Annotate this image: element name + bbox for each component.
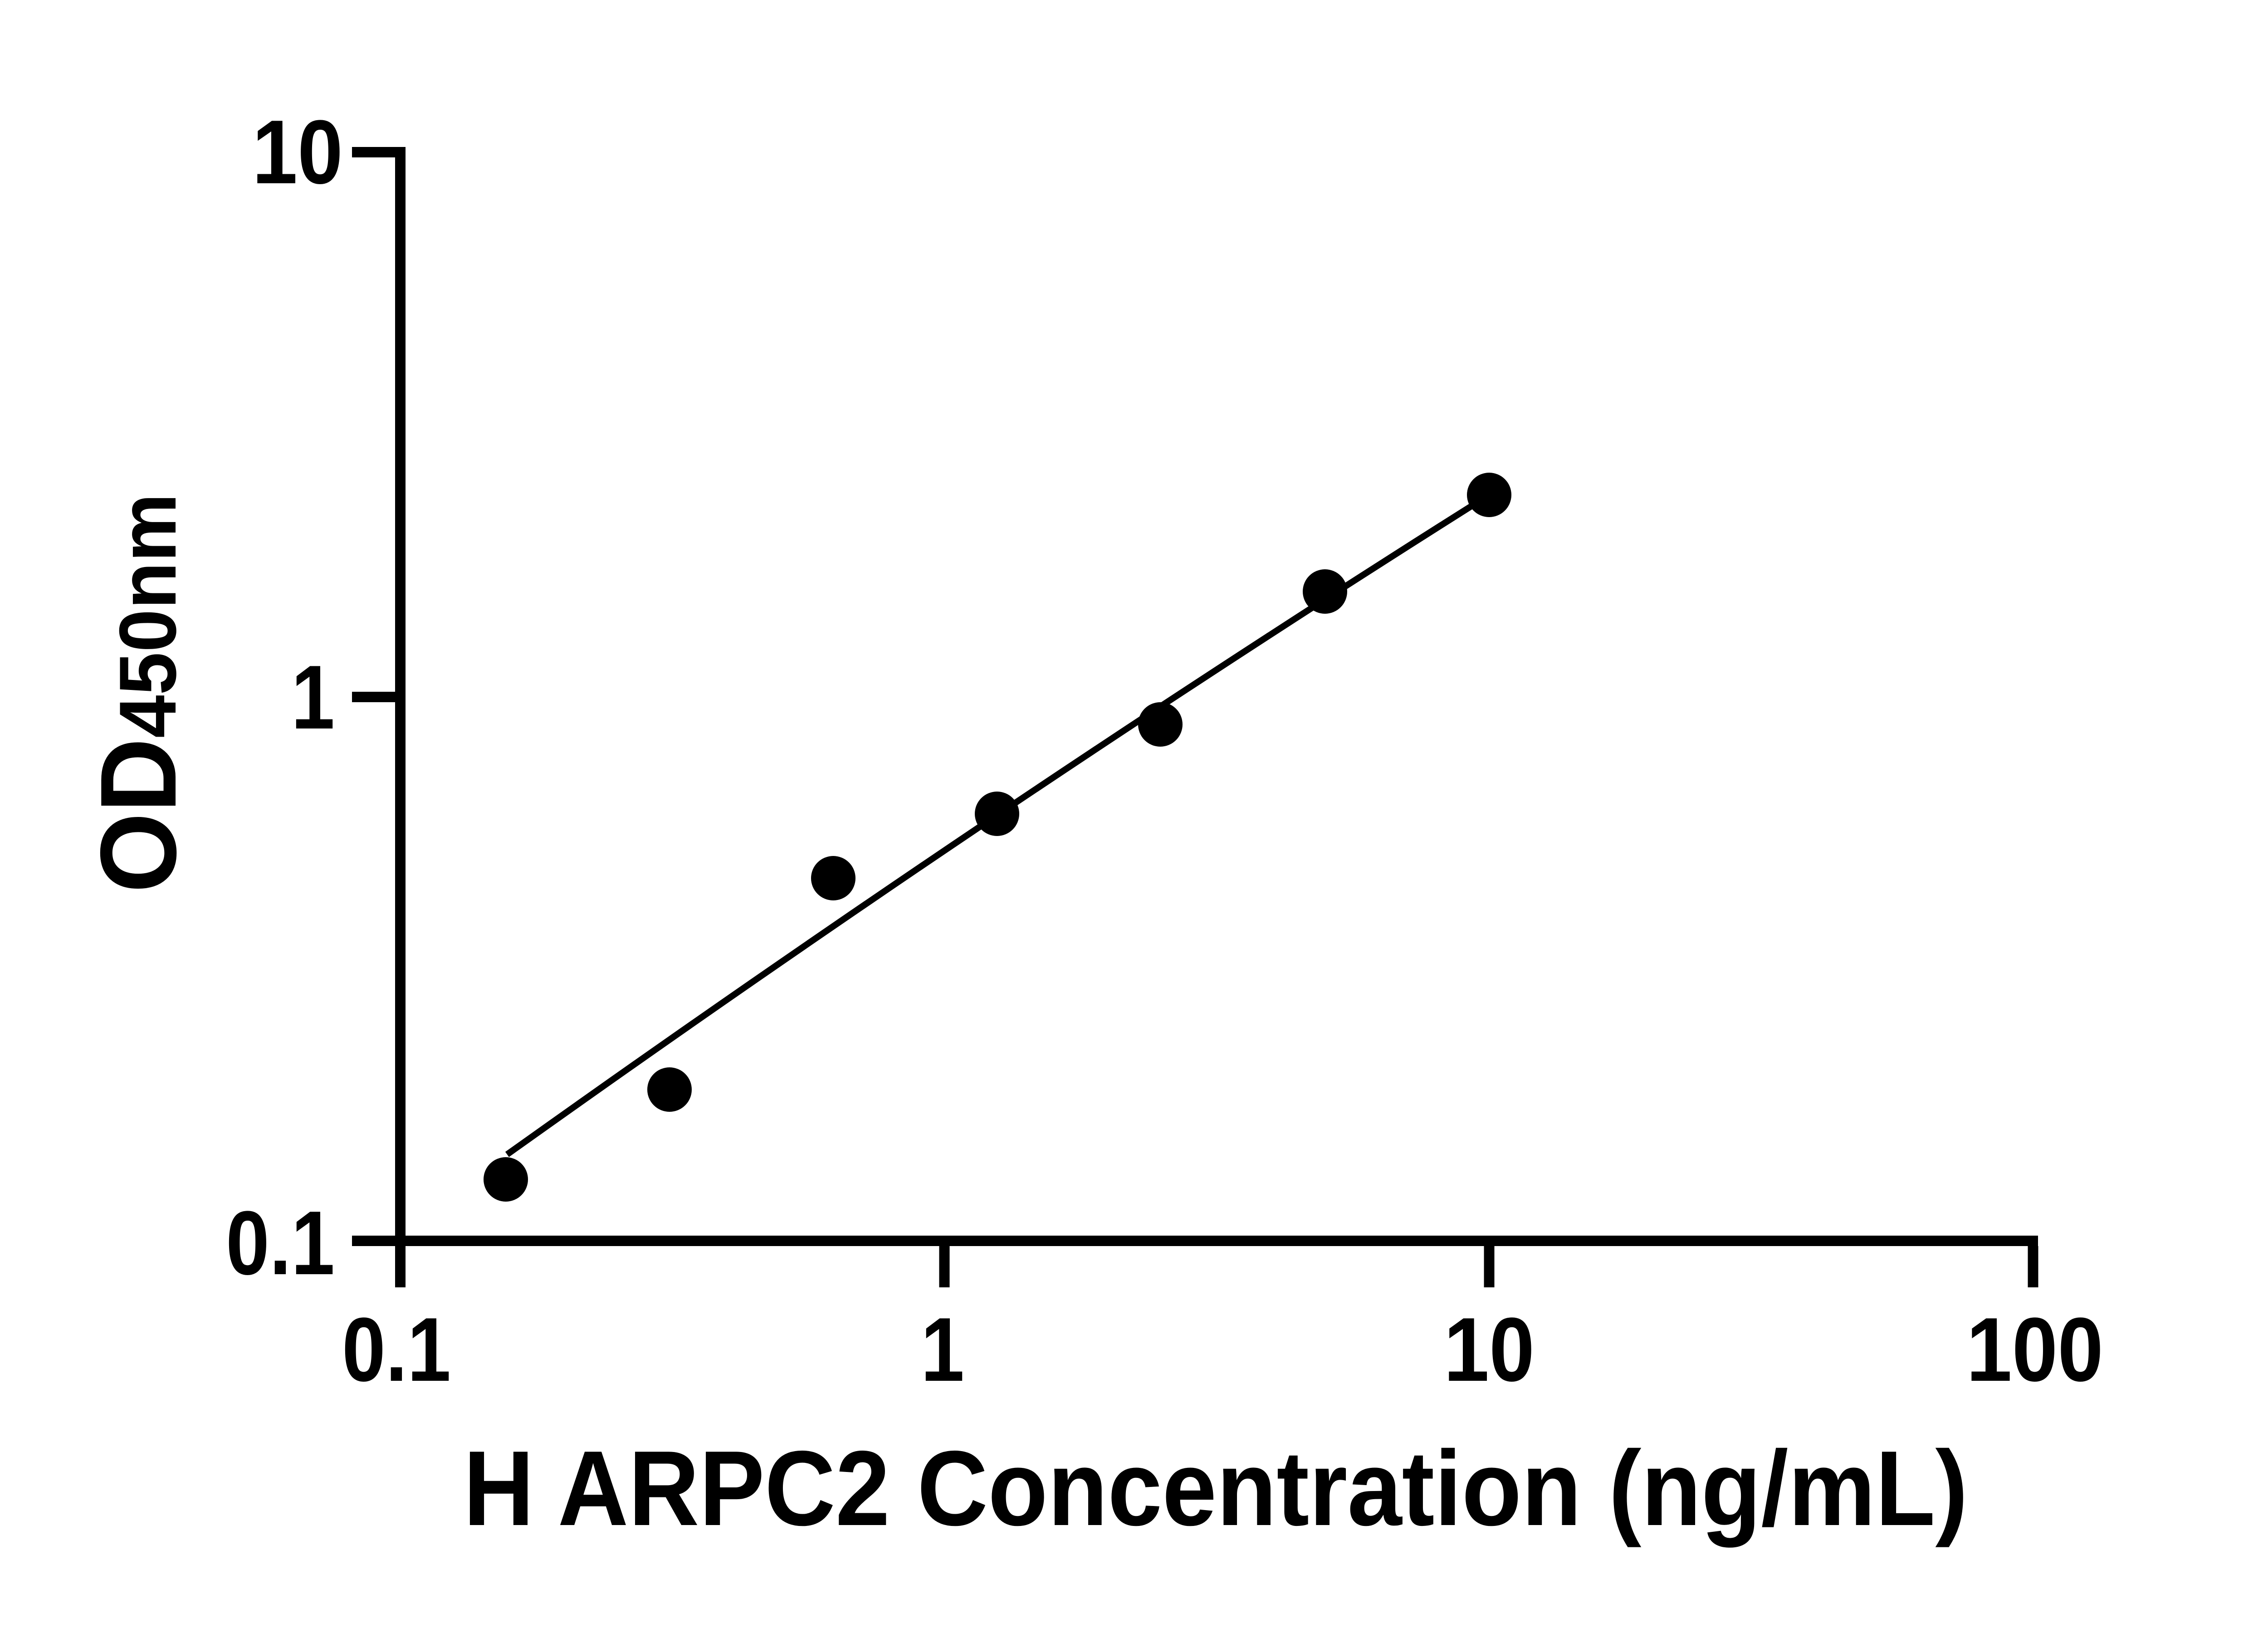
svg-text:0.1: 0.1 [342, 1299, 451, 1400]
svg-text:0.1: 0.1 [226, 1193, 335, 1294]
svg-text:10: 10 [252, 102, 343, 203]
svg-text:H ARPC2 Concentration (ng/mL): H ARPC2 Concentration (ng/mL) [464, 1428, 1968, 1548]
svg-text:1: 1 [921, 1299, 964, 1400]
svg-text:100: 100 [1966, 1299, 2103, 1400]
svg-text:10: 10 [1444, 1299, 1535, 1400]
svg-text:OD450nm: OD450nm [78, 494, 199, 893]
svg-text:1: 1 [291, 647, 335, 748]
